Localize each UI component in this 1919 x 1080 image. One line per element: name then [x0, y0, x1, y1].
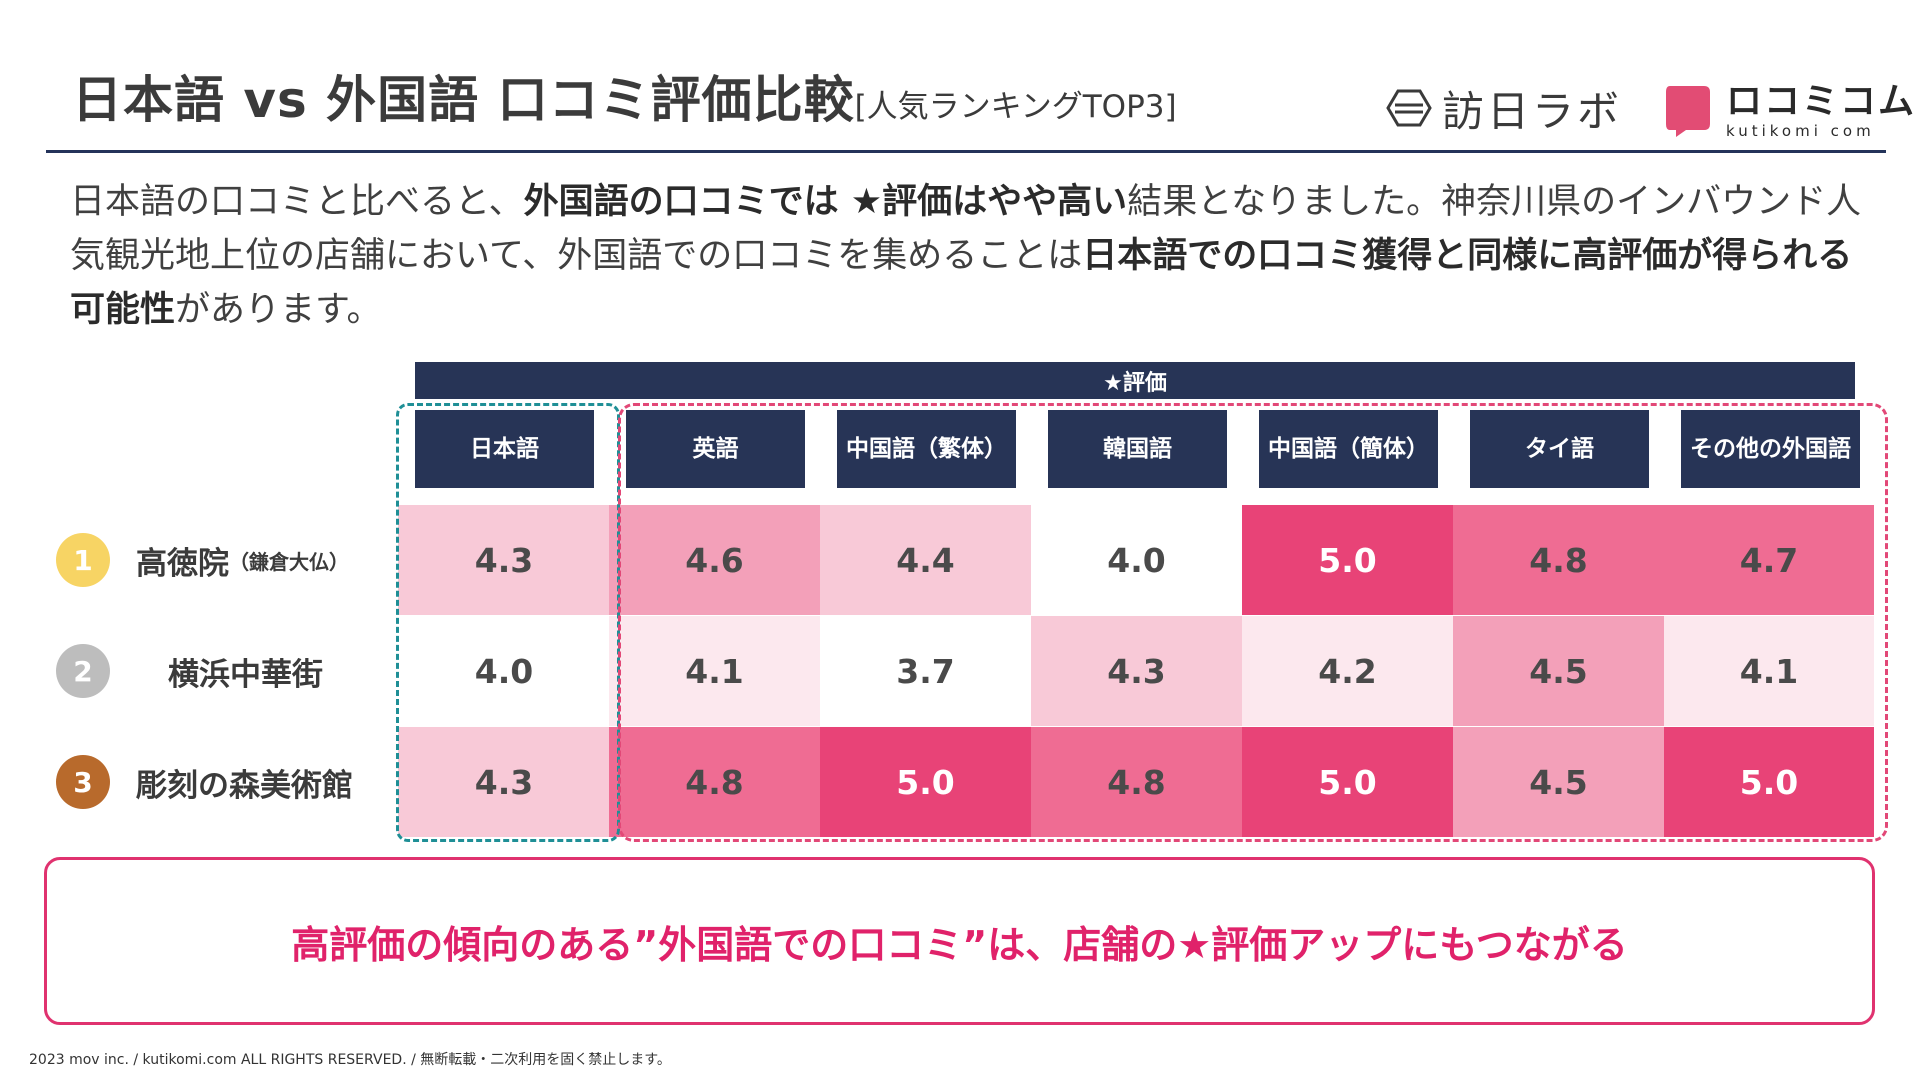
rating-cell: 4.5: [1453, 616, 1664, 726]
spot-name-note: （鎌倉大仏）: [229, 549, 349, 574]
column-header-line1: 英語: [692, 436, 739, 462]
column-header-line2: 外国語: [1782, 436, 1851, 462]
column-header: 中国語 （簡体）: [1259, 410, 1438, 488]
column-header-line1: 中国語: [846, 436, 915, 462]
title-subtitle: [人気ランキングTOP3]: [854, 89, 1177, 125]
rating-cell: 4.2: [1242, 616, 1453, 726]
rank-badge: 1: [56, 533, 110, 587]
kutikomi-main-text: ロコミコム: [1726, 81, 1917, 122]
star-rating-header: ★評価: [415, 362, 1855, 399]
spot-name: 高徳院: [136, 545, 229, 582]
ranking-row-label: 2 横浜中華街: [56, 616, 323, 726]
spot-name: 彫刻の森美術館: [136, 767, 353, 804]
rating-cell: 4.3: [398, 727, 610, 837]
houmon-lab-mark-icon: [1386, 89, 1432, 127]
column-header: 日本語: [415, 410, 594, 488]
column-header: 韓国語: [1048, 410, 1227, 488]
houmon-lab-logo: 訪日ラボ: [1386, 78, 1622, 138]
title-divider: [46, 150, 1886, 153]
rating-cell: 4.7: [1664, 505, 1874, 615]
rating-cell: 5.0: [1242, 727, 1453, 837]
rank-badge: 2: [56, 644, 110, 698]
kutikomi-sub-text: kutikomi com: [1726, 122, 1875, 140]
rating-cell: 4.8: [1031, 727, 1242, 837]
rating-cell: 4.3: [398, 505, 610, 615]
rank-badge: 3: [56, 755, 110, 809]
conclusion-text: 高評価の傾向のある”外国語での口コミ”は、店舗の★評価アップにもつながる: [291, 922, 1628, 967]
ranking-row-label: 1 高徳院 （鎌倉大仏）: [56, 505, 349, 615]
ranking-row-label: 3 彫刻の森美術館: [56, 727, 353, 837]
rating-cell: 5.0: [1242, 505, 1453, 615]
intro-text-2: 結果となりました。神奈川県のインバウンド人気観光地上位の店舗において、外国語での…: [70, 182, 1862, 276]
intro-paragraph: 日本語の口コミと比べると、外国語の口コミでは ★評価はやや高い結果となりました。…: [70, 175, 1870, 337]
foreign-columns-highlight: [618, 403, 1888, 842]
rating-cell: 4.8: [609, 727, 820, 837]
kutikomi-mark-icon: [1666, 86, 1710, 137]
intro-bold-2: 日本語での口コミ獲得と同様に高評価が得られる可能性: [70, 236, 1853, 330]
column-header-line1: タイ語: [1525, 436, 1594, 462]
intro-bold-1: 外国語の口コミでは ★評価はやや高い: [523, 182, 1128, 222]
column-header-line1: その他の: [1690, 436, 1782, 462]
rating-cell: 4.1: [1664, 616, 1874, 726]
kutikomi-logo: ロコミコム kutikomi com: [1664, 76, 1916, 146]
rating-cell: 4.0: [1031, 505, 1242, 615]
houmon-lab-text: 訪日ラボ: [1442, 86, 1623, 136]
rating-cell: 3.7: [820, 616, 1031, 726]
page-title: 日本語 vs 外国語 口コミ評価比較[人気ランキングTOP3]: [72, 60, 1177, 132]
column-header: タイ語: [1470, 410, 1649, 488]
rating-cell: 4.5: [1453, 727, 1664, 837]
column-header-line1: 中国語: [1268, 436, 1337, 462]
rating-cell: 4.8: [1453, 505, 1664, 615]
column-header-line2: （繁体）: [915, 436, 1007, 462]
column-header: 中国語 （繁体）: [837, 410, 1016, 488]
column-header-line2: （簡体）: [1337, 436, 1429, 462]
column-header-line1: 日本語: [470, 436, 539, 462]
column-header: その他の 外国語: [1681, 410, 1860, 488]
title-main: 日本語 vs 外国語 口コミ評価比較: [72, 71, 855, 129]
conclusion-box: 高評価の傾向のある”外国語での口コミ”は、店舗の★評価アップにもつながる: [44, 857, 1875, 1025]
kutikomi-text-block: ロコミコム kutikomi com: [1726, 81, 1917, 141]
rating-cell: 4.4: [820, 505, 1031, 615]
rating-cell: 4.1: [609, 616, 820, 726]
japanese-column-highlight: [396, 403, 620, 842]
intro-text-3: があります。: [175, 290, 382, 330]
rating-cell: 4.0: [398, 616, 610, 726]
intro-text-1: 日本語の口コミと比べると、: [70, 182, 524, 222]
rating-cell: 5.0: [820, 727, 1031, 837]
column-header-line1: 韓国語: [1103, 436, 1172, 462]
rating-cell: 4.6: [609, 505, 820, 615]
column-header: 英語: [626, 410, 805, 488]
rating-cell: 4.3: [1031, 616, 1242, 726]
rating-cell: 5.0: [1664, 727, 1874, 837]
spot-name: 横浜中華街: [168, 656, 323, 693]
copyright-footer: 2023 mov inc. / kutikomi.com ALL RIGHTS …: [29, 1052, 671, 1068]
